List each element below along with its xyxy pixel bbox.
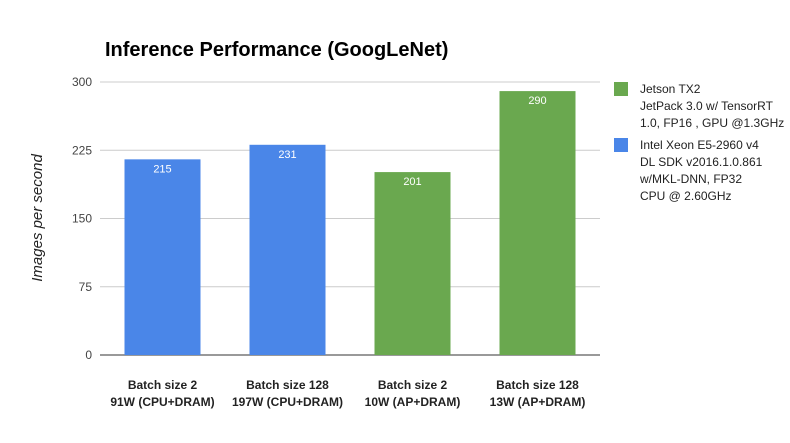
x-category-label: Batch size 2 (378, 378, 448, 392)
legend-entry: CPU @ 2.60GHz (640, 189, 732, 203)
y-tick-label: 0 (85, 348, 92, 362)
y-tick-label: 225 (72, 143, 92, 157)
chart-title: Inference Performance (GoogLeNet) (105, 39, 448, 61)
bar (499, 91, 576, 355)
legend-entry: Intel Xeon E5-2960 v4 (640, 138, 759, 152)
y-tick-label: 300 (72, 75, 92, 89)
legend-entry: DL SDK v2016.1.0.861 (640, 155, 763, 169)
x-category-label: 13W (AP+DRAM) (490, 395, 586, 409)
legend-entry: 1.0, FP16 , GPU @1.3GHz (640, 116, 784, 130)
bar-value-label: 290 (528, 95, 546, 107)
y-tick-label: 150 (72, 212, 92, 226)
bar (249, 144, 326, 355)
x-category-label: 91W (CPU+DRAM) (110, 395, 214, 409)
legend-entry: w/MKL-DNN, FP32 (639, 172, 742, 186)
x-category-label: Batch size 128 (246, 378, 329, 392)
bar-value-label: 231 (278, 149, 296, 161)
bar-value-label: 201 (403, 176, 421, 188)
x-category-label: Batch size 128 (496, 378, 579, 392)
y-tick-label: 75 (79, 280, 93, 294)
bar (124, 159, 201, 355)
legend-swatch (614, 82, 628, 96)
legend-entry: Jetson TX2 (640, 82, 701, 96)
y-axis-label: Images per second (29, 154, 46, 282)
x-category-label: Batch size 2 (128, 378, 198, 392)
x-category-label: 10W (AP+DRAM) (365, 395, 461, 409)
legend-entry: JetPack 3.0 w/ TensorRT (640, 99, 774, 113)
bar (374, 172, 451, 355)
bar-value-label: 215 (153, 163, 171, 175)
x-category-label: 197W (CPU+DRAM) (232, 395, 343, 409)
legend-swatch (614, 138, 628, 152)
